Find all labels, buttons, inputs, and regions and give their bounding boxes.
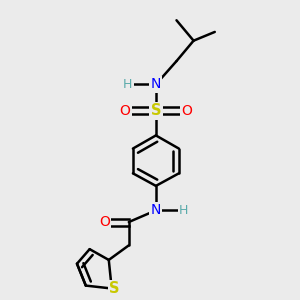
Text: H: H xyxy=(179,204,188,217)
Text: O: O xyxy=(119,104,130,118)
Text: O: O xyxy=(99,215,110,229)
Text: N: N xyxy=(151,203,161,218)
Text: S: S xyxy=(110,281,120,296)
Text: N: N xyxy=(151,77,161,92)
Text: O: O xyxy=(182,104,192,118)
Text: H: H xyxy=(123,78,133,91)
Text: S: S xyxy=(151,103,161,118)
